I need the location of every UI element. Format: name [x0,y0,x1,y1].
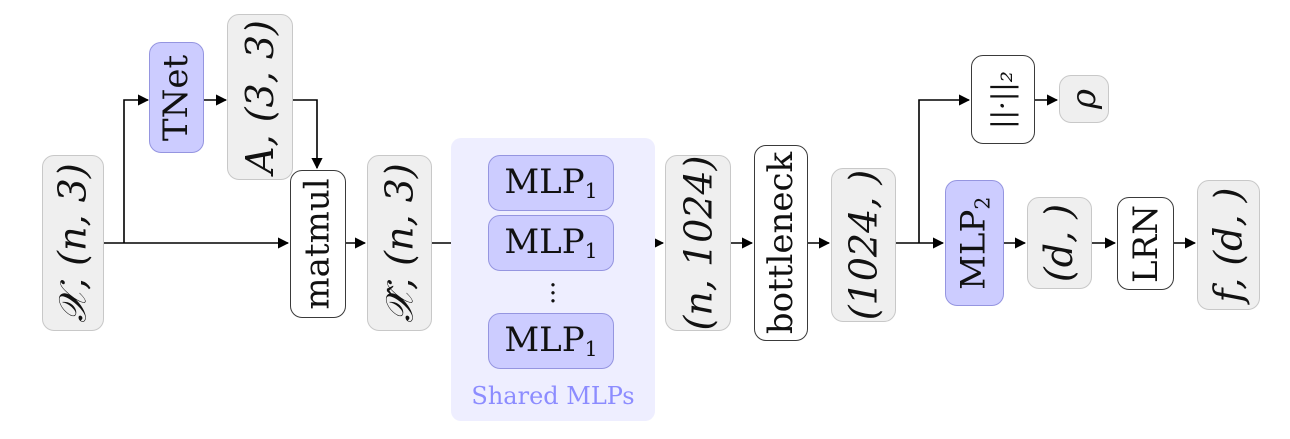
edge-input-tnet [123,94,150,243]
tnet-node: TNet [149,42,204,153]
mlp2-label: MLP2 [953,196,995,290]
rho-node: ρ [1059,75,1109,123]
global-feature-node: (1024, ) [831,168,896,322]
input-node: 𝒳, (n, 3) [42,155,104,331]
matmul-node: matmul [290,170,346,318]
lrn-label: LRN [1125,204,1166,283]
vertical-ellipsis: · · · [548,271,558,317]
mlp1-bottom-node: MLP1 [488,313,614,369]
affine-label: A, (3, 3) [238,20,283,174]
mlp1-top-node: MLP1 [488,155,614,211]
shared-mlps-caption: Shared MLPs [471,382,635,410]
output-node: f, (d, ) [1197,180,1260,310]
mlp1-top-label: MLP1 [504,161,598,203]
lrn-node: LRN [1117,197,1174,290]
affine-node: A, (3, 3) [227,14,293,180]
descriptor-node: (d, ) [1027,197,1092,289]
rho-label: ρ [1064,89,1104,109]
mlp2-node: MLP2 [945,180,1004,306]
mlp1-middle-label: MLP1 [504,221,598,263]
norm-label: ||·||₂ [985,70,1019,129]
tnet-label: TNet [156,54,197,141]
bottleneck-label: bottleneck [761,151,801,335]
input-label: 𝒳, (n, 3) [51,163,95,323]
edge-global-norm [918,94,971,243]
global-feature-label: (1024, ) [841,169,886,321]
bottleneck-node: bottleneck [754,145,808,341]
matmul-label: matmul [298,178,338,310]
descriptor-label: (d, ) [1037,203,1082,283]
edge-affine-matmul [293,99,323,170]
features-node: (n, 1024) [665,155,731,331]
output-label: f, (d, ) [1206,187,1251,303]
transformed-node: 𝒳̂, (n, 3) [367,155,432,331]
norm-node: ||·||₂ [971,55,1035,144]
features-label: (n, 1024) [676,155,720,331]
transformed-label: 𝒳̂, (n, 3) [377,163,422,323]
mlp1-bottom-label: MLP1 [504,319,598,361]
mlp1-middle-node: MLP1 [488,215,614,271]
